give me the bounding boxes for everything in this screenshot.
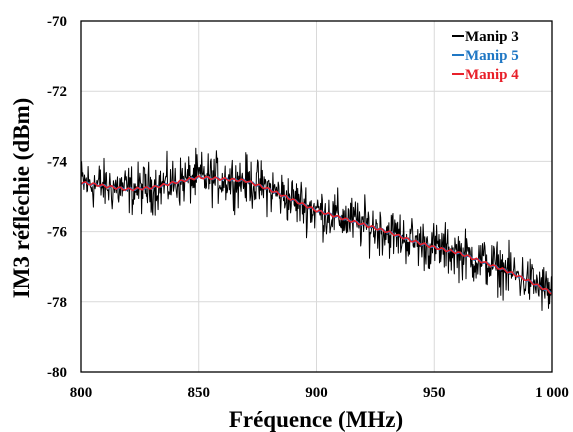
y-tick-label: -80 [47,365,67,381]
x-tick-label: 800 [70,385,93,401]
y-tick-label: -76 [47,225,67,241]
legend: Manip 3 Manip 5 Manip 4 [452,29,519,83]
y-tick-label: -74 [47,154,67,170]
series-line-manip-3 [80,147,553,311]
series-line-manip-4 [80,175,553,295]
y-tick-label: -78 [47,295,67,311]
x-tick-label: 850 [188,385,211,401]
legend-label: Manip 4 [465,67,519,83]
y-tick-label: -72 [47,84,67,100]
y-tick-label: -70 [47,14,67,30]
x-tick-label: 950 [423,385,446,401]
x-tick-label: 900 [305,385,328,401]
x-axis-ticks: 800 850 900 950 1 000 [70,385,569,401]
y-axis-ticks: -80 -78 -76 -74 -72 -70 [47,14,67,381]
x-tick-label: 1 000 [535,385,569,401]
plot-area-frame [80,20,553,373]
y-axis-title: IM3 réfléchie (dBm) [9,98,34,299]
legend-label: Manip 3 [465,29,519,45]
series-layer [80,147,553,311]
x-axis-title: Fréquence (MHz) [229,407,403,432]
legend-label: Manip 5 [465,48,519,64]
